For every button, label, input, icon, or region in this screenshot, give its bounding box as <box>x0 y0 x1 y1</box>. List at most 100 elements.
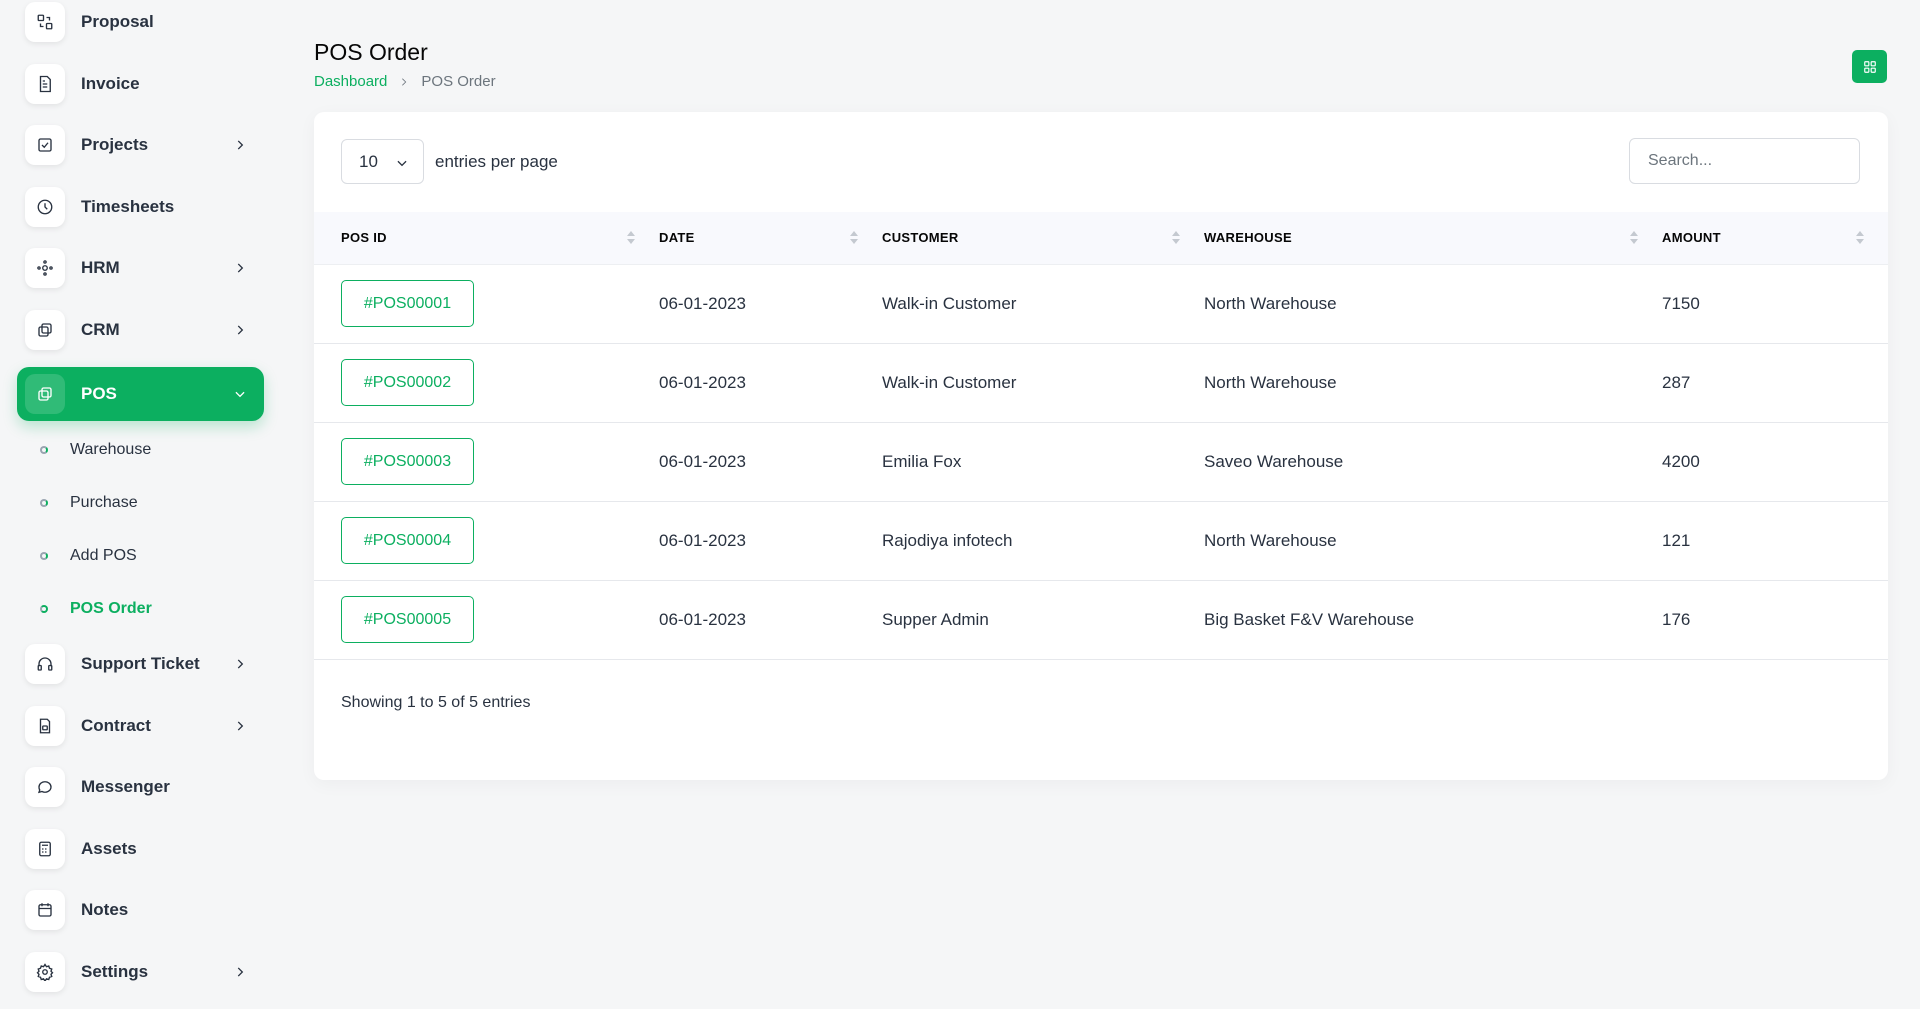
sidebar-item-timesheets[interactable]: Timesheets <box>17 180 264 234</box>
sidebar-item-label: Contract <box>81 716 151 735</box>
gear-icon <box>25 952 65 992</box>
cell-warehouse: North Warehouse <box>1204 372 1337 392</box>
table-row: #POS00003 06-01-2023 Emilia Fox Saveo Wa… <box>314 422 1888 501</box>
chevron-down-icon <box>397 160 407 167</box>
sort-icon <box>1630 231 1638 245</box>
contract-icon <box>25 706 65 746</box>
cell-amount: 287 <box>1662 372 1691 392</box>
pos-id-button[interactable]: #POS00001 <box>341 280 474 327</box>
cell-date: 06-01-2023 <box>659 530 746 550</box>
sidebar-item-label: CRM <box>81 320 120 339</box>
sidebar-item-proposal[interactable]: Proposal <box>17 0 264 49</box>
breadcrumb-current: POS Order <box>421 73 496 90</box>
submenu-item-pos-order[interactable]: POS Order <box>40 594 152 624</box>
chat-icon <box>25 767 65 807</box>
column-header-warehouse[interactable]: WAREHOUSE <box>1204 212 1662 265</box>
sidebar-item-label: Support Ticket <box>81 654 200 673</box>
cell-amount: 121 <box>1662 530 1691 550</box>
submenu-item-add-pos[interactable]: Add POS <box>40 541 137 571</box>
column-label: AMOUNT <box>1662 230 1721 246</box>
column-header-pos-id[interactable]: POS ID <box>314 212 659 265</box>
cell-date: 06-01-2023 <box>659 372 746 392</box>
column-label: POS ID <box>341 230 387 246</box>
sort-icon <box>627 231 635 245</box>
per-page-label: entries per page <box>435 151 558 171</box>
pos-id-button[interactable]: #POS00002 <box>341 359 474 406</box>
proposal-icon <box>25 2 65 42</box>
cell-amount: 176 <box>1662 609 1691 629</box>
calendar-icon <box>25 890 65 930</box>
cell-amount: 7150 <box>1662 293 1700 313</box>
cell-date: 06-01-2023 <box>659 451 746 471</box>
sidebar-item-invoice[interactable]: Invoice <box>17 57 264 111</box>
per-page-control: 10 entries per page <box>341 139 558 184</box>
sidebar-item-label: Assets <box>81 839 137 858</box>
pos-id-button[interactable]: #POS00003 <box>341 438 474 485</box>
pos-icon <box>25 374 65 414</box>
cell-warehouse: Big Basket F&V Warehouse <box>1204 609 1415 629</box>
sidebar-item-label: Messenger <box>81 777 170 796</box>
chevron-right-icon <box>230 258 250 278</box>
table-row: #POS00005 06-01-2023 Supper Admin Big Ba… <box>314 580 1888 659</box>
chevron-right-icon <box>230 320 250 340</box>
chevron-right-icon <box>230 654 250 674</box>
search-input[interactable] <box>1629 138 1860 184</box>
sidebar-item-settings[interactable]: Settings <box>17 945 264 999</box>
cell-amount: 4200 <box>1662 451 1700 471</box>
cell-customer: Rajodiya infotech <box>882 530 1013 550</box>
cell-customer: Supper Admin <box>882 609 989 629</box>
sidebar-item-projects[interactable]: Projects <box>17 118 264 172</box>
column-header-date[interactable]: DATE <box>659 212 882 265</box>
per-page-select[interactable]: 10 <box>341 139 424 184</box>
chevron-right-icon <box>230 135 250 155</box>
calculator-icon <box>25 829 65 869</box>
invoice-icon <box>25 64 65 104</box>
sidebar-item-pos[interactable]: POS <box>17 367 264 421</box>
sidebar-item-label: POS <box>81 384 117 403</box>
column-label: CUSTOMER <box>882 230 959 246</box>
sidebar-item-support-ticket[interactable]: Support Ticket <box>17 637 264 691</box>
submenu-item-warehouse[interactable]: Warehouse <box>40 435 151 465</box>
column-label: WAREHOUSE <box>1204 230 1292 246</box>
entries-summary: Showing 1 to 5 of 5 entries <box>341 694 531 711</box>
pos-id-button[interactable]: #POS00005 <box>341 596 474 643</box>
cell-warehouse: North Warehouse <box>1204 293 1337 313</box>
sidebar-item-label: Proposal <box>81 12 154 31</box>
chevron-right-icon <box>230 962 250 982</box>
sidebar-item-hrm[interactable]: HRM <box>17 241 264 295</box>
table-row: #POS00004 06-01-2023 Rajodiya infotech N… <box>314 501 1888 580</box>
pos-id-button[interactable]: #POS00004 <box>341 517 474 564</box>
sort-icon <box>1172 231 1180 245</box>
cell-customer: Emilia Fox <box>882 451 962 471</box>
per-page-value: 10 <box>359 151 378 171</box>
table-header-row: POS ID DATE CUSTOMER WAREHOUSE AMOUNT <box>314 212 1888 265</box>
sidebar-item-crm[interactable]: CRM <box>17 303 264 357</box>
sidebar-item-assets[interactable]: Assets <box>17 822 264 876</box>
sort-icon <box>1856 231 1864 245</box>
headphones-icon <box>25 644 65 684</box>
table-row: #POS00002 06-01-2023 Walk-in Customer No… <box>314 343 1888 422</box>
chevron-right-icon <box>399 77 409 87</box>
sidebar-item-notes[interactable]: Notes <box>17 883 264 937</box>
grid-icon <box>1863 60 1876 73</box>
grid-view-button[interactable] <box>1852 50 1887 83</box>
pos-order-table: POS ID DATE CUSTOMER WAREHOUSE AMOUNT #P… <box>314 212 1888 660</box>
cell-date: 06-01-2023 <box>659 609 746 629</box>
sidebar-item-label: Notes <box>81 900 129 919</box>
projects-icon <box>25 125 65 165</box>
sidebar-item-label: Projects <box>81 135 149 154</box>
submenu-item-purchase[interactable]: Purchase <box>40 488 138 518</box>
cell-warehouse: North Warehouse <box>1204 530 1337 550</box>
submenu-label: Warehouse <box>70 441 152 458</box>
submenu-label: POS Order <box>70 600 152 617</box>
column-header-customer[interactable]: CUSTOMER <box>882 212 1204 265</box>
bullet-icon <box>40 499 48 507</box>
sidebar-item-label: Settings <box>81 962 149 981</box>
chevron-right-icon <box>230 716 250 736</box>
bullet-icon <box>40 605 48 613</box>
breadcrumb-dashboard-link[interactable]: Dashboard <box>314 73 388 90</box>
column-label: DATE <box>659 230 695 246</box>
column-header-amount[interactable]: AMOUNT <box>1662 212 1888 265</box>
sidebar-item-messenger[interactable]: Messenger <box>17 760 264 814</box>
sidebar-item-contract[interactable]: Contract <box>17 699 264 753</box>
